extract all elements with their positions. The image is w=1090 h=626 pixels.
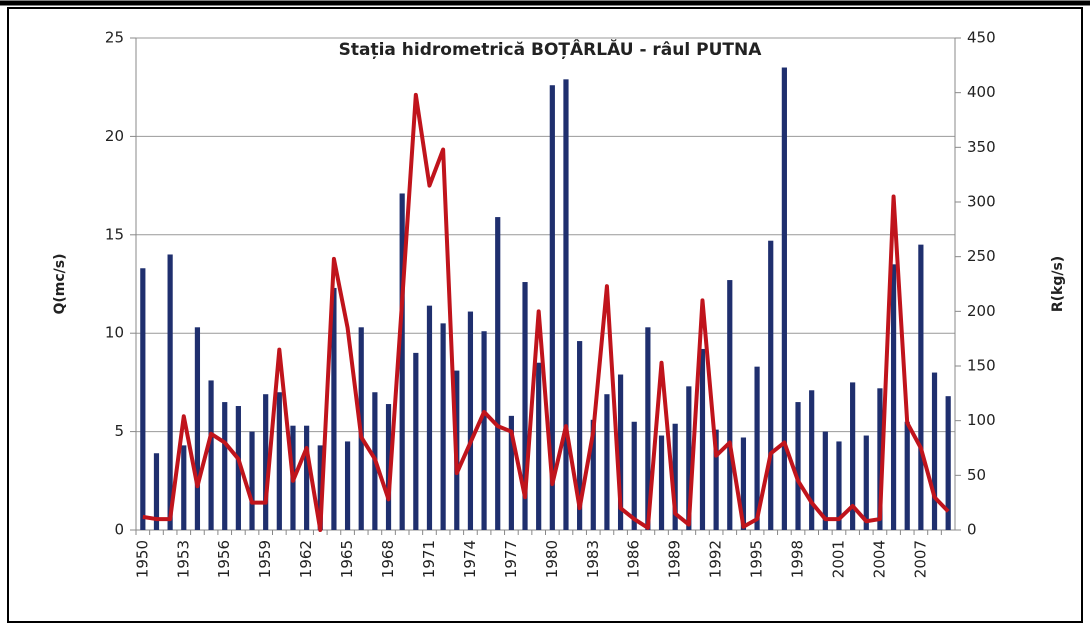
bar xyxy=(577,341,583,530)
bar xyxy=(263,394,269,530)
bar xyxy=(931,372,938,530)
bar xyxy=(822,431,828,530)
bar xyxy=(426,305,433,530)
y-tick-label: 0 xyxy=(114,521,124,539)
bar xyxy=(536,362,542,530)
x-tick-label: 2007 xyxy=(911,540,929,578)
bar xyxy=(508,415,514,530)
x-tick-label: 1977 xyxy=(502,540,520,578)
frame xyxy=(7,7,1083,623)
y2-tick-label: 350 xyxy=(967,138,996,156)
y-tick-label: 20 xyxy=(105,127,124,145)
y2-tick-label: 300 xyxy=(967,193,996,211)
bar xyxy=(658,435,665,530)
bar xyxy=(194,327,201,530)
x-tick-label: 1971 xyxy=(420,540,438,578)
x-tick-label: 1986 xyxy=(625,540,643,578)
chart-title: Stația hidrometrică BOȚÂRLĂU - râul PUTN… xyxy=(339,38,763,60)
bar xyxy=(686,386,692,530)
bar xyxy=(331,287,337,530)
bar xyxy=(768,240,774,531)
bar xyxy=(904,421,910,530)
bar xyxy=(222,402,228,530)
bar xyxy=(563,79,569,530)
bar xyxy=(385,404,392,530)
bar xyxy=(727,280,733,530)
bar xyxy=(181,445,187,530)
bar xyxy=(522,282,528,530)
x-tick-label: 1962 xyxy=(297,540,315,578)
bar xyxy=(208,380,214,530)
bar xyxy=(754,366,760,530)
bar xyxy=(590,419,596,530)
bar xyxy=(440,323,446,530)
bar xyxy=(672,423,678,530)
bar xyxy=(863,435,869,530)
y-axis-label: Q(mc/s) xyxy=(52,253,68,314)
bar xyxy=(836,441,842,530)
bar xyxy=(713,429,719,530)
bar xyxy=(945,396,951,530)
bar xyxy=(467,311,474,530)
line xyxy=(142,92,950,532)
bar xyxy=(795,402,801,530)
y-tick-label: 15 xyxy=(105,225,124,243)
bar xyxy=(249,431,255,530)
bar xyxy=(344,441,351,530)
x-tick-label: 1992 xyxy=(707,540,725,578)
y2-axis-label: R(kg/s) xyxy=(1050,256,1066,312)
bar xyxy=(276,392,282,530)
y-tick-label: 25 xyxy=(105,29,124,47)
bar xyxy=(604,394,610,530)
bar xyxy=(413,352,419,530)
bar xyxy=(809,390,815,530)
bar xyxy=(235,406,241,530)
y-tick-label: 5 xyxy=(114,422,124,440)
bar xyxy=(153,453,160,530)
x-tick-label: 1950 xyxy=(133,540,151,578)
y2-tick-label: 400 xyxy=(967,83,996,101)
bar xyxy=(549,85,555,531)
bar xyxy=(167,254,173,531)
x-tick-label: 2004 xyxy=(870,540,888,578)
y2-tick-label: 200 xyxy=(967,302,996,320)
bar xyxy=(631,421,637,530)
x-tick-label: 1959 xyxy=(256,540,274,578)
y2-tick-label: 50 xyxy=(967,466,986,484)
y2-tick-label: 250 xyxy=(967,247,996,265)
x-tick-label: 1953 xyxy=(174,540,192,578)
bar xyxy=(645,327,651,530)
x-tick-label: 1983 xyxy=(584,540,602,578)
bar xyxy=(317,445,323,530)
y2-tick-label: 0 xyxy=(967,521,977,539)
x-tick-label: 1998 xyxy=(789,540,807,578)
x-tick-label: 1968 xyxy=(379,540,397,578)
x-tick-label: 1980 xyxy=(543,540,561,578)
y-tick-label: 10 xyxy=(105,324,124,342)
bar xyxy=(877,388,883,530)
y2-tick-label: 450 xyxy=(967,29,996,47)
x-tick-label: 2001 xyxy=(829,540,847,578)
bar xyxy=(140,268,146,530)
x-tick-label: 1989 xyxy=(666,540,684,578)
bar xyxy=(399,193,405,531)
bar xyxy=(890,264,897,530)
x-tick-label: 1974 xyxy=(461,540,479,578)
x-tick-label: 1965 xyxy=(338,540,356,578)
bar xyxy=(699,348,706,530)
x-tick-label: 1995 xyxy=(748,540,766,578)
bar xyxy=(304,425,310,530)
bar xyxy=(781,67,787,531)
bar xyxy=(918,244,924,530)
bar xyxy=(481,331,487,530)
bar xyxy=(740,437,747,530)
bar xyxy=(617,374,624,530)
y2-tick-label: 150 xyxy=(967,357,996,375)
x-tick-label: 1956 xyxy=(215,540,233,578)
bar xyxy=(850,382,856,530)
bar xyxy=(495,217,501,530)
y2-tick-label: 100 xyxy=(967,411,996,429)
